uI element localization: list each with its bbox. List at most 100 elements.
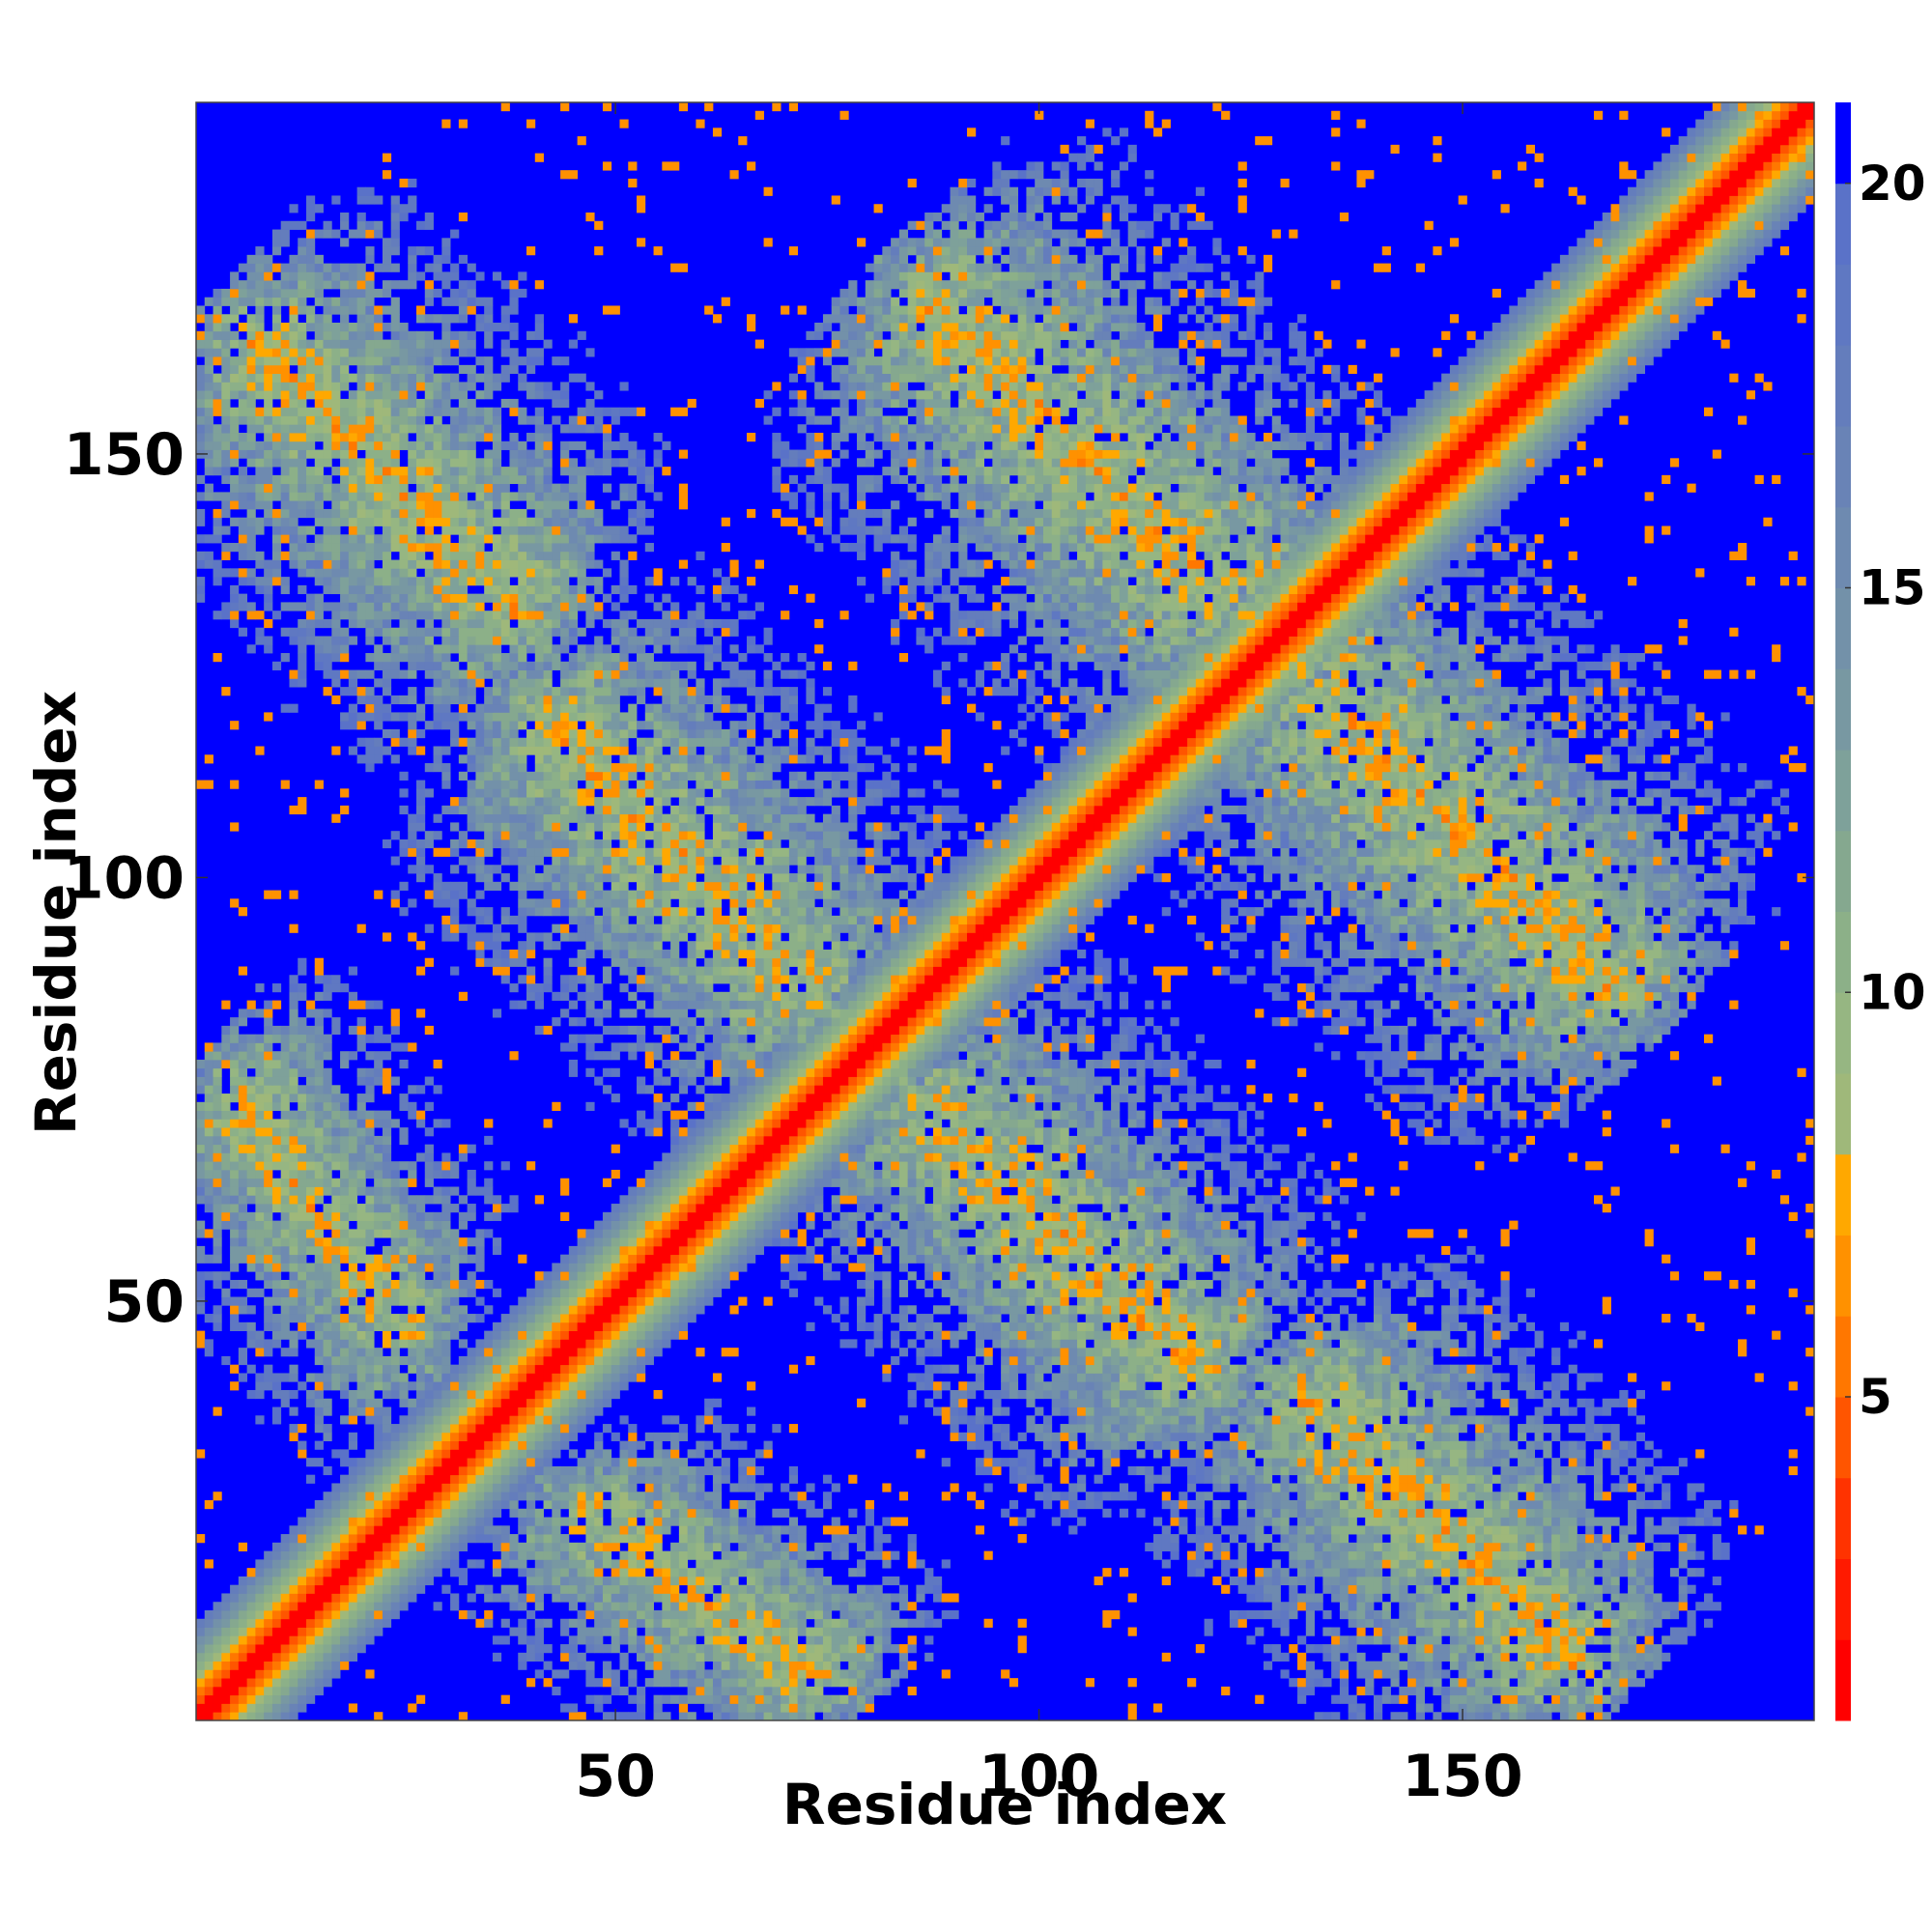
heatmap-cell <box>1416 1628 1425 1636</box>
heatmap-cell <box>1094 1399 1103 1407</box>
heatmap-cell <box>518 1415 526 1424</box>
heatmap-cell <box>1603 1441 1611 1450</box>
heatmap-cell <box>1171 1322 1179 1331</box>
heatmap-cell <box>619 1534 628 1543</box>
heatmap-cell <box>1162 1534 1171 1543</box>
heatmap-cell <box>1416 1703 1425 1712</box>
heatmap-cell <box>1501 1458 1510 1466</box>
heatmap-cell <box>611 1593 620 1602</box>
heatmap-cell <box>1475 1602 1484 1610</box>
heatmap-cell <box>654 1703 663 1712</box>
heatmap-cell <box>450 1390 459 1399</box>
heatmap-cell <box>535 1415 544 1424</box>
heatmap-cell <box>1560 1534 1569 1543</box>
heatmap-cell <box>1246 1339 1255 1348</box>
heatmap-cell <box>441 1373 450 1381</box>
heatmap-cell <box>1179 1415 1187 1424</box>
heatmap-cell <box>434 1331 442 1340</box>
heatmap-cell <box>1238 1577 1247 1585</box>
heatmap-cell <box>1501 1466 1510 1475</box>
heatmap-cell <box>585 1381 594 1390</box>
heatmap-cell <box>569 1703 578 1712</box>
heatmap-cell <box>484 1407 493 1416</box>
heatmap-cell <box>1255 1365 1264 1374</box>
heatmap-cell <box>1560 1610 1569 1619</box>
heatmap-cell <box>1501 1653 1510 1662</box>
heatmap-cell <box>441 1518 450 1526</box>
heatmap-cell <box>434 1407 442 1416</box>
heatmap-cell <box>1450 1381 1459 1390</box>
heatmap-cell <box>1433 1483 1441 1492</box>
heatmap-cell <box>713 1534 722 1543</box>
heatmap-cell <box>722 1551 730 1560</box>
heatmap-cell <box>729 1712 738 1720</box>
heatmap-cell <box>501 1466 510 1475</box>
heatmap-cell <box>1509 1619 1518 1628</box>
heatmap-cell <box>1171 1407 1179 1416</box>
heatmap-cell <box>416 1322 425 1331</box>
heatmap-cell <box>1441 1449 1450 1458</box>
heatmap-cell <box>1560 1518 1569 1526</box>
heatmap-cell <box>1391 1373 1400 1381</box>
heatmap-cell <box>1289 1602 1297 1610</box>
heatmap-cell <box>984 1483 993 1492</box>
heatmap-cell <box>357 1348 366 1356</box>
heatmap-cell <box>1577 1610 1585 1619</box>
heatmap-cell <box>899 1593 908 1602</box>
heatmap-cell <box>738 1593 747 1602</box>
heatmap-cell <box>611 1356 620 1365</box>
heatmap-cell <box>239 1644 247 1653</box>
heatmap-cell <box>340 1585 349 1594</box>
heatmap-cell <box>1441 1492 1450 1500</box>
heatmap-cell <box>1399 1577 1407 1585</box>
heatmap-cell <box>213 1314 222 1322</box>
heatmap-cell <box>722 1525 730 1534</box>
heatmap-cell <box>1035 1348 1043 1356</box>
heatmap-cell <box>1086 1322 1094 1331</box>
heatmap-cell <box>722 1518 730 1526</box>
heatmap-cell <box>789 1534 798 1543</box>
heatmap-cell <box>670 1635 679 1644</box>
heatmap-cell <box>857 1534 866 1543</box>
heatmap-cell <box>526 1577 535 1585</box>
heatmap-cell <box>569 1483 578 1492</box>
heatmap-cell <box>1043 1322 1052 1331</box>
heatmap-cell <box>1349 1585 1357 1594</box>
heatmap-cell <box>552 1322 560 1331</box>
heatmap-cell <box>1526 1373 1535 1381</box>
heatmap-cell <box>839 1593 848 1602</box>
heatmap-cell <box>391 1518 400 1526</box>
heatmap-cell <box>230 1585 239 1594</box>
heatmap-cell <box>1789 1466 1798 1475</box>
heatmap-cell <box>247 1712 256 1720</box>
heatmap-cell <box>857 1653 866 1662</box>
heatmap-cell <box>1349 1695 1357 1704</box>
heatmap-cell <box>781 1525 789 1534</box>
heatmap-cell <box>1246 1433 1255 1441</box>
heatmap-cell <box>578 1525 586 1534</box>
heatmap-cell <box>1331 1662 1340 1670</box>
heatmap-cell <box>1349 1373 1357 1381</box>
heatmap-cell <box>1407 1619 1416 1628</box>
heatmap-cell <box>1577 1559 1585 1568</box>
heatmap-cell <box>1052 1356 1061 1365</box>
heatmap-cell <box>806 1662 814 1670</box>
heatmap-cell <box>772 1534 781 1543</box>
heatmap-cell <box>383 1449 391 1458</box>
heatmap-cell <box>1518 1703 1526 1712</box>
heatmap-cell <box>1459 1373 1467 1381</box>
heatmap-cell <box>1450 1500 1459 1509</box>
heatmap-cell <box>1297 1678 1306 1687</box>
heatmap-cell <box>509 1500 518 1509</box>
heatmap-cell <box>764 1635 773 1644</box>
heatmap-cell <box>1382 1365 1391 1374</box>
heatmap-cell <box>696 1695 704 1704</box>
heatmap-cell <box>603 1695 611 1704</box>
heatmap-cell <box>738 1559 747 1568</box>
heatmap-cell <box>1246 1475 1255 1484</box>
heatmap-cell <box>1272 1339 1281 1348</box>
heatmap-cell <box>560 1424 569 1433</box>
heatmap-cell <box>1238 1568 1247 1577</box>
heatmap-cell <box>781 1551 789 1560</box>
heatmap-cell <box>1264 1568 1272 1577</box>
